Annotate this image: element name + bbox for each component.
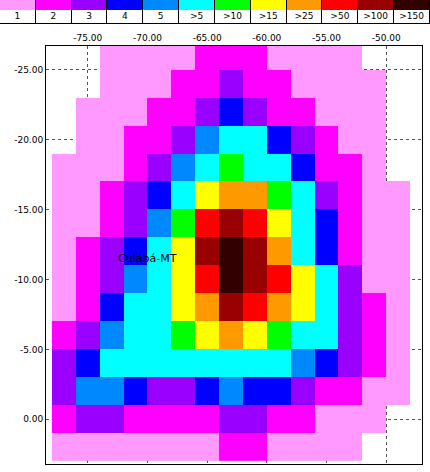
html-text:>10: >10 <box>222 11 242 21</box>
svg-text:-75.00: -75.00 <box>73 33 102 43</box>
html-text:>50: >50 <box>330 11 350 21</box>
svg-text:-55.00: -55.00 <box>312 33 341 43</box>
svg-text:Cuiabá-MT: Cuiabá-MT <box>118 252 177 265</box>
svg-text:-20.00: -20.00 <box>14 135 43 145</box>
html-text:3: 3 <box>86 11 92 21</box>
svg-text:-10.00: -10.00 <box>14 275 43 285</box>
html-text:>15: >15 <box>258 11 278 21</box>
html-text:>5: >5 <box>189 11 204 21</box>
svg-text:-25.00: -25.00 <box>14 65 43 75</box>
html-text:5: 5 <box>157 11 164 21</box>
html-text:>25: >25 <box>294 11 314 21</box>
html-text:>150: >150 <box>399 11 424 21</box>
svg-text:-50.00: -50.00 <box>372 33 401 43</box>
html-text:2: 2 <box>50 11 57 21</box>
svg-text:0.00: 0.00 <box>23 414 43 424</box>
html-text:>100: >100 <box>363 11 389 21</box>
svg-text:-15.00: -15.00 <box>14 205 43 215</box>
svg-text:-65.00: -65.00 <box>193 33 222 43</box>
svg-text:-60.00: -60.00 <box>252 33 281 43</box>
svg-text:-70.00: -70.00 <box>133 33 162 43</box>
svg-text:-5.00: -5.00 <box>20 345 44 355</box>
html-text:4: 4 <box>122 11 128 21</box>
html-text:1: 1 <box>14 11 21 21</box>
